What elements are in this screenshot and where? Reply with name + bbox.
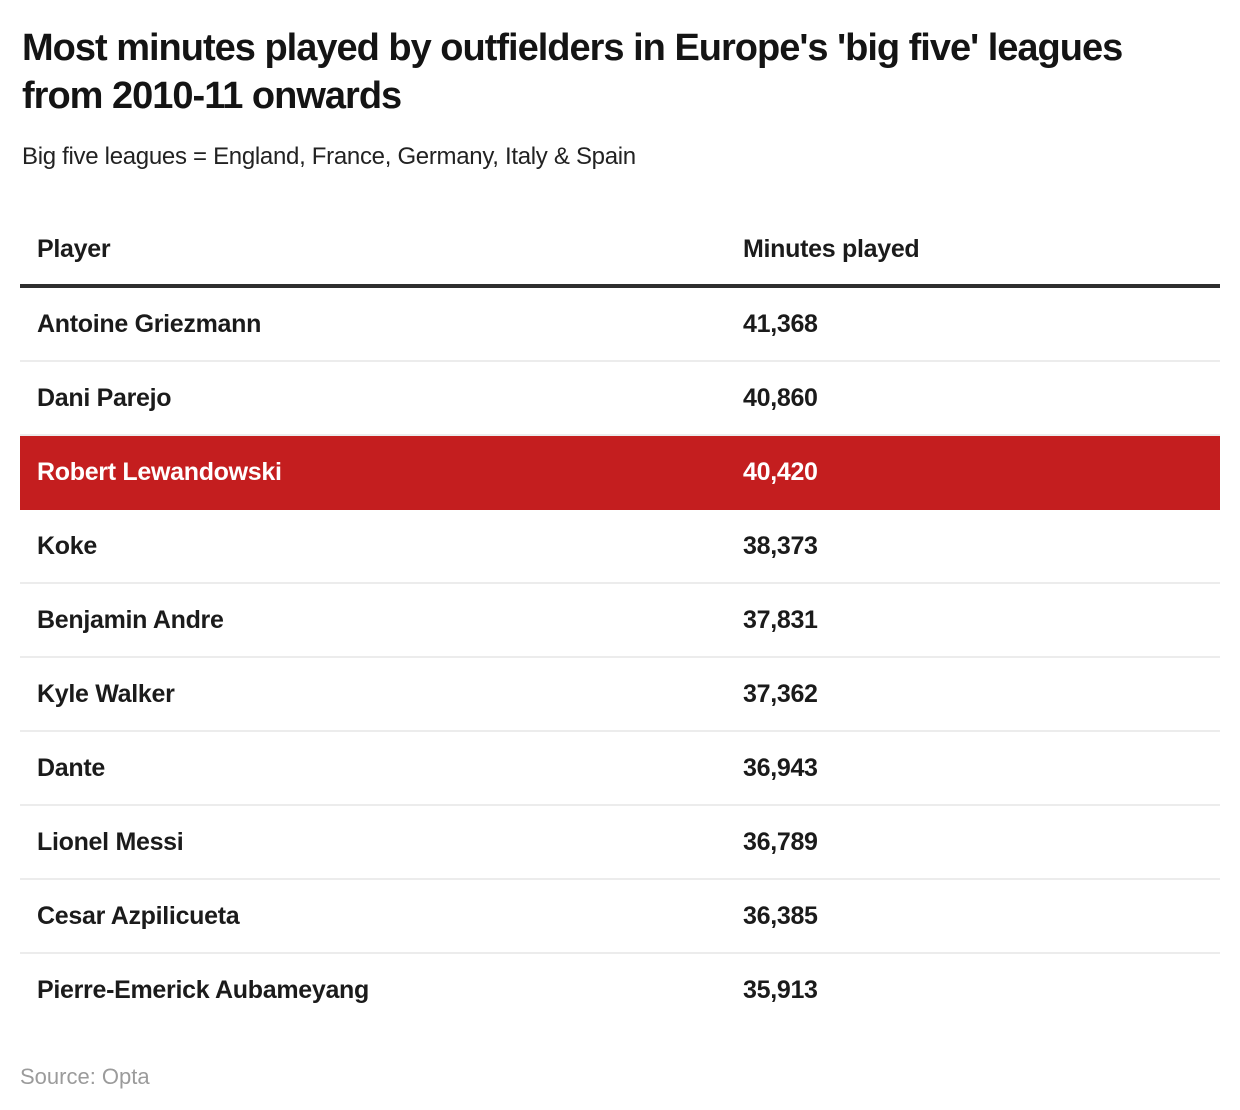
page-subtitle: Big five leagues = England, France, Germ… <box>22 143 636 170</box>
minutes-value-cell: 38,373 <box>726 509 1220 584</box>
player-name-cell: Kyle Walker <box>20 657 726 732</box>
table-row: Dante 36,943 <box>20 731 1220 806</box>
source-note: Source: Opta <box>20 1064 150 1089</box>
table-row: Robert Lewandowski 40,420 <box>20 435 1220 510</box>
minutes-value-cell: 36,943 <box>726 731 1220 806</box>
player-name-cell: Koke <box>20 509 726 584</box>
minutes-value-cell: 36,385 <box>726 879 1220 954</box>
table-row: Benjamin Andre 37,831 <box>20 583 1220 658</box>
minutes-played-table: Player Minutes played Antoine Griezmann … <box>20 217 1220 1026</box>
player-name-cell: Benjamin Andre <box>20 583 726 658</box>
table-body: Antoine Griezmann 41,368 Dani Parejo 40,… <box>20 286 1220 1026</box>
player-name-cell: Dante <box>20 731 726 806</box>
table-row: Cesar Azpilicueta 36,385 <box>20 879 1220 954</box>
minutes-value-cell: 40,860 <box>726 361 1220 436</box>
minutes-value-cell: 35,913 <box>743 975 818 1004</box>
table-header-row: Player Minutes played <box>20 217 1220 288</box>
table-row: Lionel Messi 36,789 <box>20 805 1220 880</box>
player-name-cell: Robert Lewandowski <box>20 435 726 510</box>
minutes-value-cell: 41,368 <box>726 286 1220 362</box>
player-name-cell: Dani Parejo <box>20 361 726 436</box>
table-row: Kyle Walker 37,362 <box>20 657 1220 732</box>
minutes-value-cell: 37,362 <box>726 657 1220 732</box>
minutes-value-cell: 37,831 <box>726 583 1220 658</box>
player-name-cell: Antoine Griezmann <box>20 286 726 362</box>
table-row: Koke 38,373 <box>20 509 1220 584</box>
player-name-cell: Pierre-Emerick Aubameyang <box>37 975 370 1004</box>
player-name-cell: Cesar Azpilicueta <box>20 879 726 954</box>
page-title: Most minutes played by outfielders in Eu… <box>22 27 1123 117</box>
minutes-value-cell: 36,789 <box>726 805 1220 880</box>
player-name-cell: Lionel Messi <box>20 805 726 880</box>
table-row: Dani Parejo 40,860 <box>20 361 1220 436</box>
minutes-value-cell: 40,420 <box>726 435 1220 510</box>
table-row: Antoine Griezmann 41,368 <box>20 286 1220 362</box>
table-row: Pierre-Emerick Aubameyang 35,913 <box>20 953 1220 1026</box>
column-header-minutes: Minutes played <box>726 217 1220 288</box>
column-header-player: Player <box>20 217 726 288</box>
